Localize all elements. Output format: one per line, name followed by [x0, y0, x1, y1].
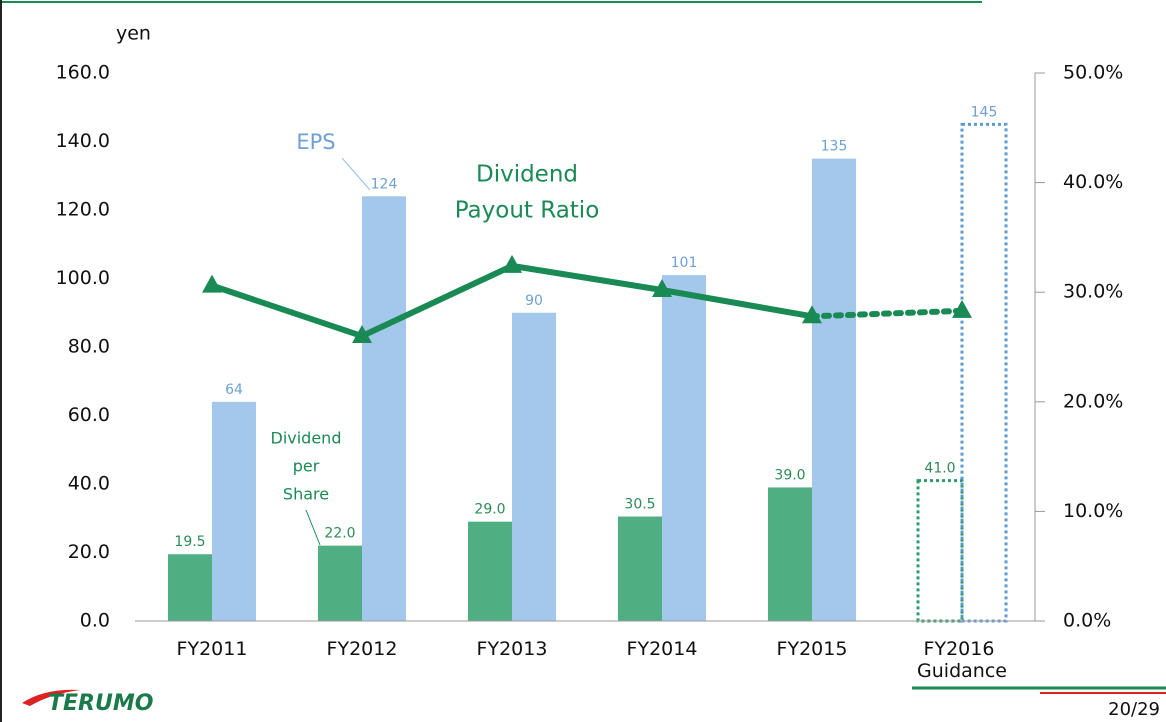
- bar: [512, 312, 556, 621]
- y-tick-label: 40.0: [68, 473, 110, 495]
- y-tick-label: 80.0: [68, 336, 110, 358]
- x-tick-line: FY2014: [627, 638, 698, 660]
- y2-tick-label: 30.0%: [1063, 281, 1123, 303]
- x-tick-label: FY2014: [627, 638, 698, 660]
- y2-tick-label: 20.0%: [1063, 390, 1123, 412]
- bar: [468, 521, 512, 621]
- logo-swoosh: [22, 689, 80, 706]
- y-tick-label: 20.0: [68, 541, 110, 563]
- bar: [960, 122, 1008, 623]
- x-tick-label: FY2013: [477, 638, 548, 660]
- y-tick-label: 120.0: [56, 199, 110, 221]
- data-label: 29.0: [474, 502, 505, 518]
- annotation: Dividend: [271, 429, 342, 448]
- data-label: 19.5: [174, 534, 205, 550]
- y2-tick-label: 0.0%: [1063, 610, 1111, 632]
- bar: [168, 554, 212, 621]
- line-marker: [952, 299, 972, 318]
- line-marker: [352, 325, 372, 344]
- annotation: EPS: [296, 130, 335, 154]
- data-label: 90: [525, 293, 543, 309]
- data-label: 135: [821, 139, 848, 155]
- y-tick-label: 140.0: [56, 130, 110, 152]
- data-label: 101: [671, 255, 698, 271]
- bar: [812, 158, 856, 621]
- data-label: 124: [371, 176, 398, 192]
- bar: [362, 196, 406, 622]
- x-tick-line: FY2011: [177, 638, 248, 660]
- x-tick-line: FY2012: [327, 638, 398, 660]
- y-tick-label: 60.0: [68, 404, 110, 426]
- x-tick-line: FY2013: [477, 638, 548, 660]
- line-segment: [211, 282, 363, 339]
- x-tick-line: Guidance: [917, 660, 1007, 682]
- annotation: Share: [283, 485, 329, 504]
- bar: [916, 479, 964, 623]
- bar: [662, 275, 706, 621]
- data-label: 39.0: [774, 467, 805, 483]
- annotation: Payout Ratio: [455, 198, 600, 224]
- line-marker: [652, 279, 672, 298]
- data-label: 41.0: [924, 461, 955, 477]
- data-label: 145: [971, 104, 998, 120]
- y-tick-label: 100.0: [56, 267, 110, 289]
- page-number: 20/29: [1108, 699, 1160, 720]
- line-segment: [360, 263, 514, 339]
- x-tick-label: FY2012: [327, 638, 398, 660]
- leader: [305, 509, 321, 546]
- logo: TERUMO: [48, 691, 153, 716]
- line-segment: [809, 307, 965, 320]
- x-tick-label: FY2011: [177, 638, 248, 660]
- y-tick-label: 160.0: [56, 62, 110, 84]
- bar: [212, 401, 256, 621]
- data-label: 22.0: [324, 526, 355, 542]
- leader: [341, 157, 371, 191]
- y-tick-label: 0.0: [80, 610, 110, 632]
- line-segment: [661, 287, 813, 320]
- y2-tick-label: 40.0%: [1063, 171, 1123, 193]
- bar: [768, 487, 812, 621]
- y2-tick-label: 10.0%: [1063, 500, 1123, 522]
- x-tick-label: FY2015: [777, 638, 848, 660]
- annotation: per: [293, 457, 320, 476]
- bar: [618, 516, 662, 621]
- line-marker: [502, 254, 522, 273]
- annotation: Dividend: [476, 162, 578, 188]
- y-axis-label: yen: [116, 23, 151, 45]
- x-tick-line: FY2016: [924, 638, 1001, 660]
- y2-tick-label: 50.0%: [1063, 62, 1123, 84]
- line-segment: [511, 262, 663, 293]
- data-label: 30.5: [624, 497, 655, 513]
- line-marker: [802, 305, 822, 324]
- line-marker: [202, 274, 222, 293]
- x-tick-line: FY2015: [777, 638, 848, 660]
- bar: [318, 545, 362, 621]
- data-label: 64: [225, 382, 243, 398]
- x-tick-label: FY2016 Guidance: [917, 638, 1007, 682]
